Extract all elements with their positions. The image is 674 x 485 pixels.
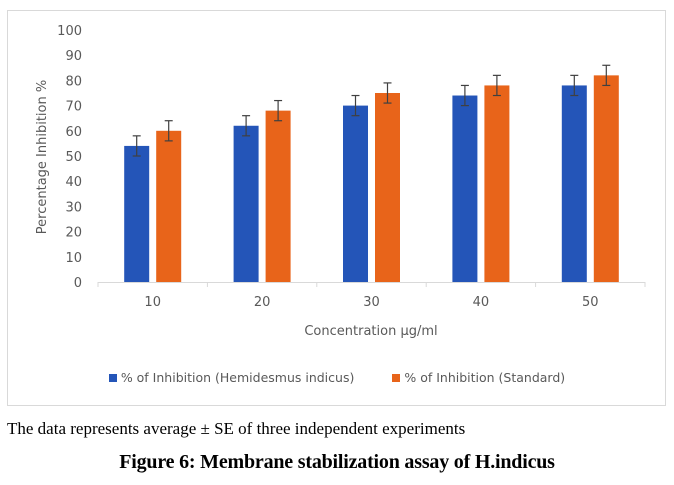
x-tick-label: 50	[582, 295, 599, 310]
error-bar	[492, 74, 501, 97]
bar-standard-50	[593, 75, 619, 282]
figure-caption: Figure 6: Membrane stabilization assay o…	[119, 451, 555, 473]
error-bar	[164, 120, 173, 142]
legend-label: % of Inhibition (Standard)	[404, 370, 566, 385]
bar-hemidesmus-10	[124, 145, 150, 282]
bar-chart: 0 10 20 30 40 50 60 70 80 90 100 10 20 30 40 50 Percen…	[35, 24, 646, 339]
x-tick-label: 10	[144, 295, 161, 310]
bar-standard-30	[375, 93, 400, 282]
y-tick-label: 0	[74, 276, 82, 291]
bar-hemidesmus-30	[343, 105, 368, 282]
bars	[124, 75, 619, 283]
bar-hemidesmus-50	[561, 85, 587, 282]
error-bars	[132, 64, 611, 157]
x-tick-label: 30	[363, 295, 380, 310]
x-tick-label: 40	[473, 295, 490, 310]
error-bar	[242, 115, 251, 137]
bar-hemidesmus-20	[233, 125, 259, 282]
error-bar	[274, 99, 283, 122]
chart-frame	[7, 10, 666, 406]
y-tick-label: 100	[57, 24, 82, 39]
error-bar	[570, 74, 579, 97]
bar-standard-20	[265, 110, 291, 282]
y-tick-label: 50	[65, 150, 82, 165]
y-tick-label: 20	[65, 226, 82, 241]
legend-item-hemidesmus: % of Inhibition (Hemidesmus indicus)	[108, 370, 355, 385]
error-bar	[460, 84, 469, 107]
y-tick-label: 40	[65, 175, 82, 190]
error-bar	[351, 94, 360, 117]
y-tick-label: 10	[65, 251, 82, 266]
bar-standard-10	[156, 130, 182, 282]
y-axis-title: Percentage Inhibition %	[35, 80, 50, 234]
error-bar	[383, 82, 392, 104]
x-tick-label: 20	[254, 295, 271, 310]
error-bar	[602, 64, 611, 87]
legend-item-standard: % of Inhibition (Standard)	[392, 370, 565, 385]
bar-hemidesmus-40	[452, 95, 478, 283]
bar-standard-40	[484, 85, 510, 282]
error-bar	[132, 135, 141, 157]
y-tick-label: 70	[65, 100, 82, 115]
y-tick-label: 30	[65, 200, 82, 215]
legend-label: % of Inhibition (Hemidesmus indicus)	[120, 370, 355, 385]
legend: % of Inhibition (Hemidesmus indicus) % o…	[0, 370, 674, 385]
x-axis: 10 20 30 40 50	[97, 282, 646, 310]
legend-swatch-blue	[108, 373, 117, 382]
y-tick-label: 90	[65, 49, 82, 64]
x-axis-title: Concentration µg/ml	[304, 324, 437, 339]
legend-swatch-orange	[392, 373, 401, 382]
y-axis-ticks: 0 10 20 30 40 50 60 70 80 90 100	[57, 24, 82, 291]
y-tick-label: 60	[65, 125, 82, 140]
figure-note: The data represents average ± SE of thre…	[7, 419, 466, 438]
y-tick-label: 80	[65, 74, 82, 89]
